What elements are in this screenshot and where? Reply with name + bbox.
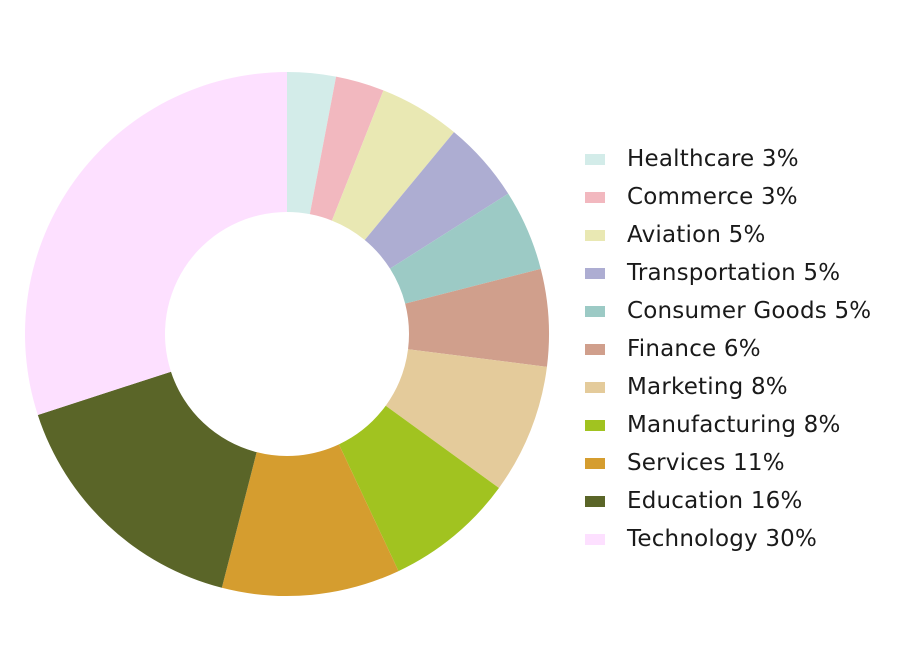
- legend-item: Commerce 3%: [585, 178, 871, 216]
- legend-item: Technology 30%: [585, 520, 871, 558]
- legend-swatch: [585, 305, 605, 317]
- legend-swatch: [585, 533, 605, 545]
- legend-label: Technology 30%: [627, 526, 818, 552]
- legend-item: Aviation 5%: [585, 216, 871, 254]
- legend-label: Manufacturing 8%: [627, 412, 841, 438]
- donut-slice: [331, 90, 455, 240]
- donut-slice: [287, 72, 337, 215]
- legend-swatch: [585, 381, 605, 393]
- donut-slice: [405, 268, 550, 367]
- legend-swatch: [585, 153, 605, 165]
- legend-item: Transportation 5%: [585, 254, 871, 292]
- donut-slice: [338, 405, 499, 572]
- donut-slice: [364, 132, 509, 269]
- legend-item: Healthcare 3%: [585, 140, 871, 178]
- legend-item: Services 11%: [585, 444, 871, 482]
- legend-label: Marketing 8%: [627, 374, 788, 400]
- legend-label: Education 16%: [627, 488, 803, 514]
- legend-swatch: [585, 495, 605, 507]
- legend-label: Transportation 5%: [627, 260, 841, 286]
- legend-item: Consumer Goods 5%: [585, 292, 871, 330]
- legend-item: Finance 6%: [585, 330, 871, 368]
- donut-slice: [309, 76, 384, 221]
- donut-slices: [24, 72, 550, 596]
- legend-swatch: [585, 457, 605, 469]
- chart-legend: Healthcare 3% Commerce 3% Aviation 5% Trans…: [585, 140, 871, 558]
- donut-slice: [390, 193, 541, 304]
- donut-slice: [221, 444, 399, 596]
- donut-slice: [24, 72, 287, 415]
- legend-swatch: [585, 343, 605, 355]
- donut-slice: [385, 349, 547, 488]
- legend-swatch: [585, 419, 605, 431]
- legend-swatch: [585, 191, 605, 203]
- legend-label: Services 11%: [627, 450, 785, 476]
- legend-label: Consumer Goods 5%: [627, 298, 872, 324]
- legend-label: Healthcare 3%: [627, 146, 799, 172]
- legend-label: Aviation 5%: [627, 222, 766, 248]
- legend-swatch: [585, 267, 605, 279]
- legend-item: Manufacturing 8%: [585, 406, 871, 444]
- donut-slice: [37, 371, 257, 588]
- legend-item: Marketing 8%: [585, 368, 871, 406]
- legend-label: Commerce 3%: [627, 184, 798, 210]
- legend-swatch: [585, 229, 605, 241]
- legend-label: Finance 6%: [627, 336, 761, 362]
- legend-item: Education 16%: [585, 482, 871, 520]
